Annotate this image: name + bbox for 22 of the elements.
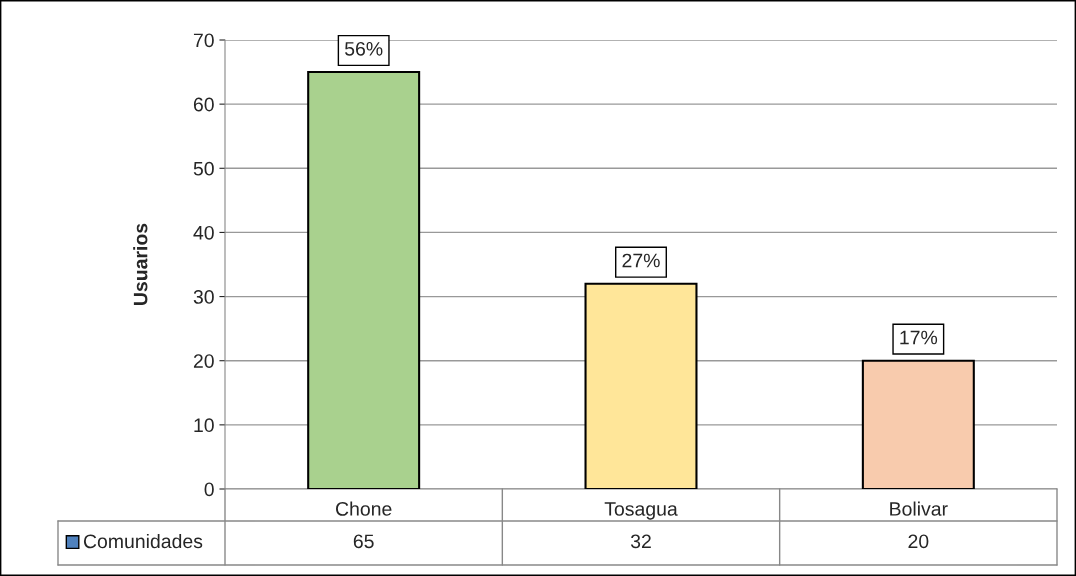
text: Comunidades (83, 533, 203, 549)
y-tick-label: 20 (193, 354, 214, 368)
y-tick-label: 50 (193, 161, 214, 176)
annotation: 27% (622, 253, 660, 268)
y-tick-label: 10 (194, 418, 214, 433)
bar (307, 71, 421, 489)
y-tick-label: 40 (193, 225, 214, 240)
x-tick-label: Chone (336, 501, 392, 516)
annotation: 17% (900, 330, 938, 345)
y-tick-label: 70 (193, 33, 214, 48)
y-tick-label: 0 (204, 482, 214, 497)
y-tick-label: 30 (193, 290, 214, 304)
data-label: 20 (908, 534, 929, 549)
x-tick-label: Tosagua (604, 502, 678, 520)
x-tick-label: Bolivar (890, 501, 948, 516)
data-label: 32 (630, 534, 651, 549)
y-axis-title: Usuarios (133, 223, 148, 305)
annotation: 56% (344, 41, 383, 56)
bar (584, 282, 698, 489)
bar (861, 359, 975, 489)
y-tick-label: 60 (193, 97, 214, 112)
data-label: 65 (353, 534, 374, 549)
